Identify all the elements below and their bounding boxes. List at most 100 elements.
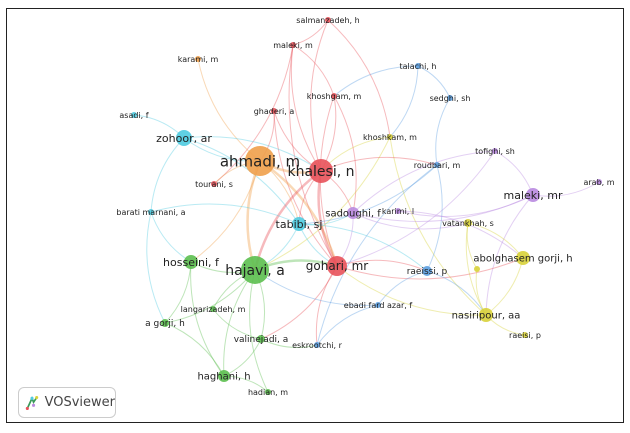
- node-label[interactable]: hajavi, a: [225, 263, 285, 279]
- node-talachi[interactable]: [415, 63, 421, 69]
- node-abolghasem[interactable]: [516, 251, 530, 265]
- node-label[interactable]: abolghasem gorji, h: [473, 254, 572, 265]
- node-label[interactable]: khoshkam, m: [363, 133, 417, 142]
- link-salmanzadeh-khoshkam: [327, 19, 391, 138]
- link-tofighi-gohari: [336, 150, 496, 267]
- link-barati-hosseini: [150, 211, 192, 263]
- node-unlabeled_y[interactable]: [474, 266, 480, 272]
- node-label[interactable]: ebadi fard azar, f: [344, 301, 413, 310]
- node-label[interactable]: tabibi, sj: [276, 218, 323, 231]
- node-label[interactable]: khalesi, n: [287, 164, 354, 180]
- node-raeissi[interactable]: [422, 266, 432, 276]
- node-label[interactable]: roudbari, m: [414, 161, 461, 170]
- node-raeisi[interactable]: [522, 332, 528, 338]
- labels: salmanzadeh, h maleki, m karami, m talachi,…: [116, 16, 614, 397]
- node-label[interactable]: zohoor, ar: [156, 132, 212, 145]
- link-khoshgam-sadoughi: [333, 95, 357, 214]
- node-sadoughi[interactable]: [347, 207, 359, 219]
- node-ebadi[interactable]: [375, 302, 381, 308]
- node-nasiripour[interactable]: [479, 308, 493, 322]
- node-hosseini[interactable]: [184, 255, 198, 269]
- node-arab[interactable]: [596, 179, 602, 185]
- link-maleki_mr-karimi: [397, 194, 534, 217]
- node-haghani[interactable]: [218, 370, 230, 382]
- link-maleki_m-tourani: [213, 44, 294, 185]
- node-label[interactable]: valinejadi, a: [234, 335, 289, 345]
- node-tourani[interactable]: [211, 181, 217, 187]
- node-label[interactable]: barati marnani, a: [116, 208, 185, 217]
- link-khoshkam-nasiripour: [389, 136, 487, 316]
- node-label[interactable]: ghaderi, a: [254, 107, 295, 116]
- node-agorji[interactable]: [161, 319, 169, 327]
- link-raeissi-nasiripour: [426, 270, 487, 316]
- node-label[interactable]: hosseini, f: [163, 256, 220, 269]
- node-langarizadeh[interactable]: [210, 306, 216, 312]
- node-label[interactable]: raeissi, p: [407, 267, 448, 277]
- link-gohari-valinejadi: [260, 265, 338, 340]
- node-vatankhah[interactable]: [464, 219, 472, 227]
- link-zohoor-barati: [150, 137, 185, 213]
- node-hadian[interactable]: [265, 389, 271, 395]
- node-label[interactable]: gohari, mr: [306, 259, 369, 273]
- node-asadi[interactable]: [131, 112, 137, 118]
- node-label[interactable]: arab, m: [583, 178, 614, 187]
- node-label[interactable]: nasiripour, aa: [452, 311, 521, 322]
- node-label[interactable]: tourani, s: [195, 180, 233, 189]
- node-label[interactable]: sedghi, sh: [430, 94, 471, 103]
- node-gohari[interactable]: [327, 256, 347, 276]
- node-label[interactable]: sadoughi, f: [325, 209, 381, 220]
- link-hosseini-agorji: [164, 261, 192, 324]
- node-khoshgam[interactable]: [331, 93, 337, 99]
- node-salmanzadeh[interactable]: [325, 17, 331, 23]
- link-sadoughi-vatankhah: [352, 212, 469, 230]
- link-tabibi-raeissi: [298, 223, 428, 272]
- node-maleki_mr[interactable]: [526, 188, 540, 202]
- nodes: [131, 17, 602, 395]
- node-eskrootchi[interactable]: [314, 342, 320, 348]
- node-zohoor[interactable]: [176, 130, 192, 146]
- link-valinejadi-eskrootchi: [260, 338, 318, 348]
- node-label[interactable]: langarizadeh, m: [181, 305, 246, 314]
- node-label[interactable]: hadian, m: [248, 388, 288, 397]
- node-label[interactable]: karimi, l: [382, 207, 414, 216]
- node-label[interactable]: talachi, h: [399, 62, 436, 71]
- link-roudbari-eskrootchi: [316, 164, 438, 346]
- link-haghani-agorji: [164, 322, 225, 377]
- link-vatankhah-nasiripour: [465, 222, 487, 316]
- node-tabibi[interactable]: [292, 217, 306, 231]
- link-raeissi-ebadi: [377, 270, 428, 306]
- node-label[interactable]: maleki, m: [273, 41, 313, 50]
- node-label[interactable]: salmanzadeh, h: [296, 16, 359, 25]
- node-label[interactable]: raeisi, p: [509, 331, 541, 340]
- node-label[interactable]: haghani, h: [197, 372, 250, 383]
- node-hajavi[interactable]: [241, 256, 269, 284]
- node-sedghi[interactable]: [447, 95, 453, 101]
- vosviewer-logo: VOSviewer: [18, 387, 116, 418]
- node-label[interactable]: eskrootchi, r: [292, 341, 343, 350]
- node-tofighi[interactable]: [492, 148, 498, 154]
- node-label[interactable]: a gorji, h: [145, 319, 185, 329]
- node-khoshkam[interactable]: [387, 134, 393, 140]
- link-maleki_mr-nasiripour: [485, 194, 534, 316]
- node-maleki_m[interactable]: [290, 42, 296, 48]
- node-khalesi[interactable]: [309, 159, 333, 183]
- node-label[interactable]: tofighi, sh: [475, 147, 515, 156]
- node-label[interactable]: asadi, f: [119, 111, 148, 120]
- node-label[interactable]: ahmadi, m: [220, 152, 300, 170]
- node-barati[interactable]: [148, 209, 154, 215]
- network-canvas[interactable]: salmanzadeh, h maleki, m karami, m talachi,…: [6, 8, 624, 423]
- node-label[interactable]: maleki, mr: [504, 189, 563, 202]
- node-label[interactable]: karami, m: [178, 55, 219, 64]
- link-langarizadeh-valinejadi: [212, 308, 262, 340]
- node-karimi[interactable]: [395, 208, 401, 214]
- node-roudbari[interactable]: [434, 162, 440, 168]
- node-ahmadi[interactable]: [245, 146, 275, 176]
- node-ghaderi[interactable]: [271, 108, 277, 114]
- node-karami[interactable]: [195, 56, 201, 62]
- link-ebadi-hajavi: [254, 269, 379, 306]
- node-label[interactable]: khoshgam, m: [307, 92, 362, 101]
- node-valinejadi[interactable]: [257, 335, 265, 343]
- network-graph[interactable]: salmanzadeh, h maleki, m karami, m talachi,…: [7, 9, 625, 424]
- node-label[interactable]: vatankhah, s: [442, 219, 494, 228]
- link-talachi-khoshkam: [389, 65, 419, 138]
